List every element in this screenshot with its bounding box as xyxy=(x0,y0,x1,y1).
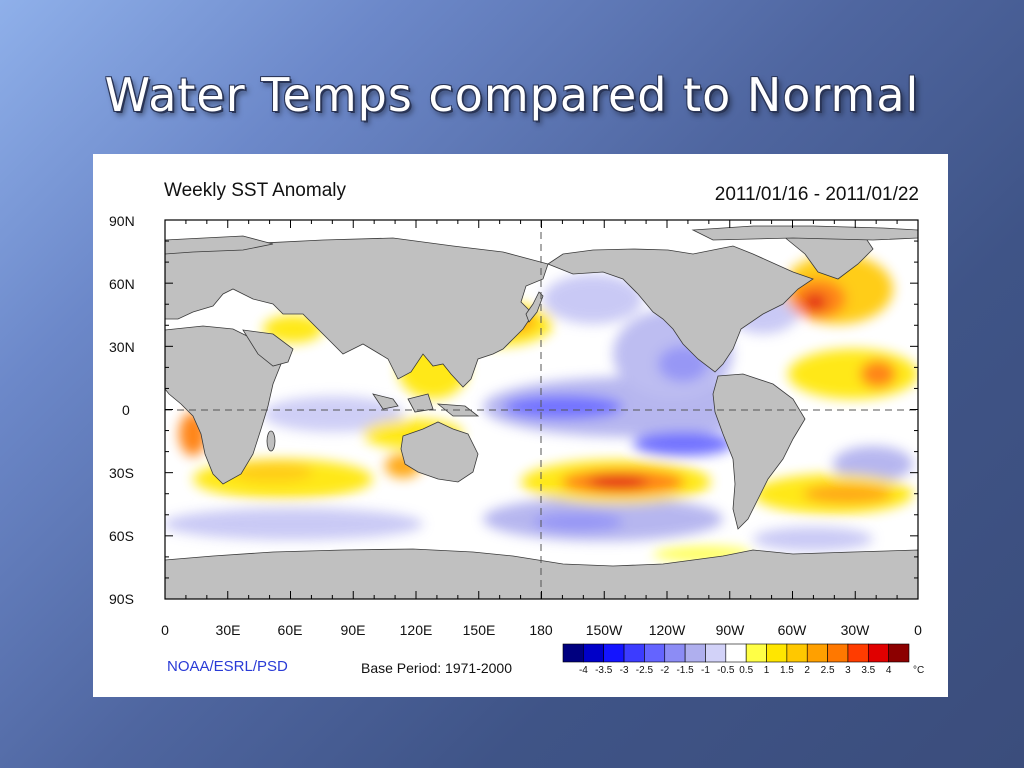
japan-land xyxy=(525,291,544,323)
lon-label-30w: 30W xyxy=(840,622,870,638)
legend-swatch xyxy=(725,643,747,663)
legend-unit: °C xyxy=(913,665,925,676)
legend-swatch xyxy=(888,643,910,663)
base-period-label: Base Period: 1971-2000 xyxy=(361,660,512,676)
legend-tick-label: 0.5 xyxy=(739,665,754,676)
legend-swatch xyxy=(806,643,828,663)
lat-label-60n: 60N xyxy=(109,276,135,292)
legend-tick-label: -1.5 xyxy=(676,665,694,676)
legend-swatch xyxy=(766,643,788,663)
lon-label-90w: 90W xyxy=(715,622,745,638)
legend-swatch xyxy=(827,643,849,663)
legend-tick-label: 1.5 xyxy=(779,665,794,676)
legend-swatch xyxy=(583,643,605,663)
lat-label-equator: 0 xyxy=(122,402,130,418)
legend-swatch xyxy=(847,643,869,663)
legend-tick-label: 2.5 xyxy=(820,665,835,676)
arctic-land xyxy=(691,225,918,241)
legend-swatch xyxy=(745,643,767,663)
legend-tick-label: -4 xyxy=(578,665,588,676)
legend-tick-label: 2 xyxy=(804,665,810,676)
slide-title: Water Temps compared to Normal xyxy=(104,68,920,122)
madagascar-land xyxy=(266,430,276,452)
lon-label-120e: 120E xyxy=(399,622,433,638)
lon-label-60w: 60W xyxy=(777,622,807,638)
lon-label-150w: 150W xyxy=(585,622,623,638)
arabia-land xyxy=(242,329,294,367)
color-legend xyxy=(562,643,910,663)
legend-tick-label: -0.5 xyxy=(717,665,735,676)
lat-label-60s: 60S xyxy=(109,528,134,544)
lat-label-30n: 30N xyxy=(109,339,135,355)
lon-label-0-end: 0 xyxy=(914,622,922,638)
legend-tick-label: -2 xyxy=(660,665,670,676)
south-america-land xyxy=(712,373,806,530)
date-range: 2011/01/16 - 2011/01/22 xyxy=(714,184,919,205)
legend-tick-label: 4 xyxy=(885,665,892,676)
legend-swatch xyxy=(623,643,645,663)
lon-label-0: 0 xyxy=(161,622,169,638)
legend-tick-label: 1 xyxy=(763,665,770,676)
north-america-land xyxy=(547,245,814,373)
eurasia-land xyxy=(165,237,549,388)
land-masses xyxy=(165,225,918,599)
lon-label-120w: 120W xyxy=(648,622,686,638)
lon-label-90e: 90E xyxy=(340,622,366,638)
lon-label-60e: 60E xyxy=(277,622,303,638)
indonesia-land xyxy=(372,393,480,417)
legend-swatch xyxy=(603,643,625,663)
lon-label-180: 180 xyxy=(529,622,553,638)
legend-swatch xyxy=(684,643,706,663)
legend-tick-label: -3 xyxy=(619,665,629,676)
credit-label: NOAA/ESRL/PSD xyxy=(167,658,288,675)
sst-anomaly-figure: Weekly SST Anomaly 2011/01/16 - 2011/01/… xyxy=(93,154,948,697)
scandinavia-land xyxy=(165,235,274,255)
legend-swatch xyxy=(705,643,727,663)
lat-label-30s: 30S xyxy=(109,465,134,481)
lon-label-150e: 150E xyxy=(462,622,496,638)
legend-tick-label: 3 xyxy=(845,665,851,676)
legend-swatch xyxy=(786,643,808,663)
figure-title: Weekly SST Anomaly xyxy=(164,180,346,201)
legend-swatch xyxy=(644,643,666,663)
lat-label-90s: 90S xyxy=(109,591,134,607)
sst-map xyxy=(164,219,919,663)
australia-land xyxy=(400,421,479,483)
legend-tick-label: -1 xyxy=(701,665,710,676)
axis-ticks xyxy=(164,219,919,600)
legend-swatch xyxy=(562,643,584,663)
lon-label-30e: 30E xyxy=(215,622,241,638)
legend-tick-label: 3.5 xyxy=(861,665,876,676)
legend-swatch xyxy=(867,643,889,663)
legend-swatch xyxy=(664,643,686,663)
legend-tick-label: -2.5 xyxy=(635,665,654,676)
lat-label-90n: 90N xyxy=(109,213,135,229)
legend-tick-label: -3.5 xyxy=(595,665,613,676)
